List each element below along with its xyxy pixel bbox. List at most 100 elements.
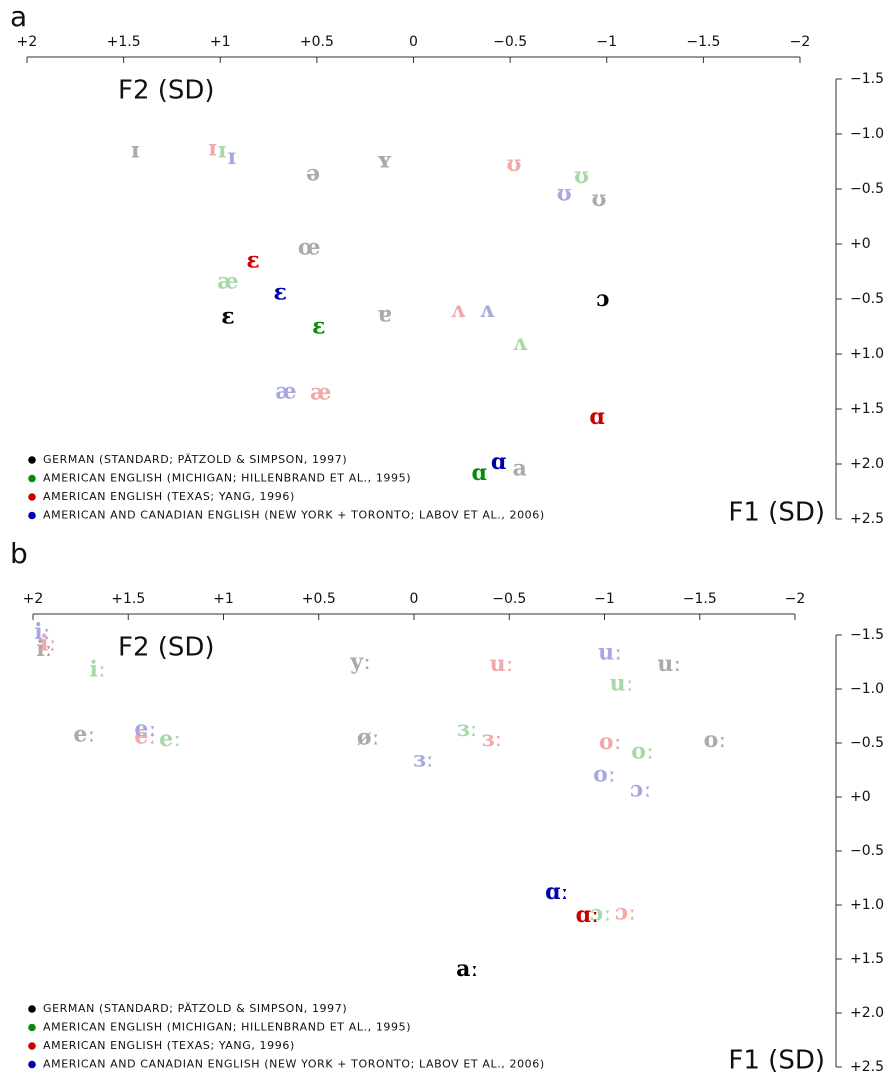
legend-dot xyxy=(28,1005,36,1013)
vowel-point: ɔː xyxy=(615,900,637,926)
vowel-point: uː xyxy=(490,651,514,677)
vowel-point: æ xyxy=(217,269,238,295)
vowel-point: oː xyxy=(593,761,616,787)
vowel-point: ɛ xyxy=(221,304,234,330)
y-tick-label: −1.5 xyxy=(850,627,884,643)
vowel-point: ɑː xyxy=(576,902,600,928)
vowel-point: iː xyxy=(90,657,106,683)
y-tick-label: −0.5 xyxy=(850,291,884,307)
vowel-point: eː xyxy=(159,726,181,752)
vowel-point: ɔ xyxy=(596,286,609,312)
x-axis-label: F2 (SD) xyxy=(118,633,215,663)
y-tick-label: −0.5 xyxy=(850,735,884,751)
vowel-point: uː xyxy=(610,671,634,697)
y-tick-label: −1.0 xyxy=(850,126,884,142)
legend-label: AMERICAN ENGLISH (TEXAS; YANG, 1996) xyxy=(43,490,295,503)
y-tick-label: +0 xyxy=(850,789,871,805)
y-tick-label: +1.0 xyxy=(850,897,884,913)
y-tick-label: −0.5 xyxy=(850,181,884,197)
y-tick-label: −1.5 xyxy=(850,71,884,87)
legend-label: GERMAN (STANDARD; PÄTZOLD & SIMPSON, 199… xyxy=(43,1002,347,1015)
x-tick-label: 0 xyxy=(409,34,418,50)
y-axis-label: F1 (SD) xyxy=(728,498,825,528)
vowel-point: ɪ xyxy=(218,138,226,164)
vowel-point: ə xyxy=(306,161,320,187)
vowel-point: iː xyxy=(40,631,56,657)
y-tick-label: +1.5 xyxy=(850,401,884,417)
x-tick-label: −2 xyxy=(790,34,811,50)
vowel-point: ɑ xyxy=(589,404,604,430)
chart: a+2 +1.5 +1 +0.5 0 −0.5 −1 −1.5 −2−1.5−1.0−0.5+0… xyxy=(10,0,884,528)
vowel-point: eː xyxy=(134,716,156,742)
vowel-point: ʌ xyxy=(480,297,495,323)
vowel-point: ɛ xyxy=(273,280,286,306)
x-tick-label: +1.5 xyxy=(107,34,141,50)
legend-label: AMERICAN ENGLISH (MICHIGAN; HILLENBRAND … xyxy=(43,1021,411,1034)
legend-dot xyxy=(28,474,36,483)
y-tick-label: +1.0 xyxy=(850,346,884,362)
legend-label: AMERICAN ENGLISH (TEXAS; YANG, 1996) xyxy=(43,1039,295,1052)
x-tick-label: −0.5 xyxy=(492,591,526,607)
chart: b +2 +1.5 +1 +0.5 0 −0.5 −1 −1.5 −2 −1.5 −1.0 −0.5 +0… xyxy=(10,537,884,1074)
y-tick-label: +2.5 xyxy=(850,1059,884,1074)
vowel-point: ɛ xyxy=(246,248,259,274)
vowel-point: œ xyxy=(298,234,321,260)
vowel-point: ʊ xyxy=(574,163,589,189)
x-tick-label: +0.5 xyxy=(302,591,336,607)
y-tick-label: +2.0 xyxy=(850,456,884,472)
y-tick-label: +2.0 xyxy=(850,1005,884,1021)
x-tick-label: +2 xyxy=(23,591,44,607)
y-tick-label: +0 xyxy=(850,236,871,252)
legend-dot xyxy=(28,1023,36,1032)
x-tick-label: −2 xyxy=(785,591,806,607)
vowel-point: eː xyxy=(134,724,156,750)
panel-label: b xyxy=(10,537,28,570)
x-tick-label: −1.5 xyxy=(683,591,717,607)
legend-dot xyxy=(28,456,36,464)
vowel-point: ɑː xyxy=(545,879,569,905)
vowel-point: oː xyxy=(599,729,622,755)
legend-label: AMERICAN AND CANADIAN ENGLISH (NEW YORK … xyxy=(43,1058,545,1071)
y-tick-label: +1.5 xyxy=(850,951,884,967)
panel-label: a xyxy=(10,0,27,33)
legend-label: AMERICAN AND CANADIAN ENGLISH (NEW YORK … xyxy=(43,509,545,522)
vowel-point: ʌ xyxy=(513,330,528,356)
x-tick-label: +1 xyxy=(210,34,231,50)
vowel-point: ɔː xyxy=(630,777,652,803)
x-tick-label: +1.5 xyxy=(111,591,145,607)
x-tick-label: +1 xyxy=(213,591,234,607)
legend-dot xyxy=(28,1042,36,1050)
y-tick-label: −1.0 xyxy=(850,681,884,697)
vowel-point: ɪ xyxy=(131,138,139,164)
vowel-point: aː xyxy=(456,956,478,982)
vowel-point: ʊ xyxy=(592,186,607,212)
legend-label: GERMAN (STANDARD; PÄTZOLD & SIMPSON, 199… xyxy=(43,453,347,466)
vowel-point: øː xyxy=(357,725,380,751)
x-axis-label: F2 (SD) xyxy=(118,76,215,106)
vowel-point: ʊ xyxy=(557,181,572,207)
x-tick-label: −1.5 xyxy=(686,34,720,50)
y-tick-label: +2.5 xyxy=(850,511,884,527)
x-tick-label: 0 xyxy=(410,591,419,607)
legend-dot xyxy=(28,1060,36,1069)
vowel-point: iː xyxy=(34,619,50,645)
vowel-point: ʌ xyxy=(451,297,466,323)
y-tick-label: −0.5 xyxy=(850,843,884,859)
y-axis-label: F1 (SD) xyxy=(728,1046,825,1074)
vowel-point: ʊ xyxy=(507,151,522,177)
vowel-point: a xyxy=(513,456,527,482)
vowel-point: eː xyxy=(73,721,95,747)
vowel-point: uː xyxy=(598,639,622,665)
vowel-point: ɐ xyxy=(377,302,391,328)
x-tick-label: +0.5 xyxy=(300,34,334,50)
vowel-point: oː xyxy=(704,727,727,753)
vowel-point: æ xyxy=(275,379,296,405)
legend-dot xyxy=(28,493,36,501)
vowel-point: yː xyxy=(349,649,371,675)
x-tick-label: −0.5 xyxy=(493,34,527,50)
vowel-point: ɔː xyxy=(590,901,612,927)
vowel-point: ɛ xyxy=(312,314,325,340)
x-tick-label: −1 xyxy=(596,34,617,50)
